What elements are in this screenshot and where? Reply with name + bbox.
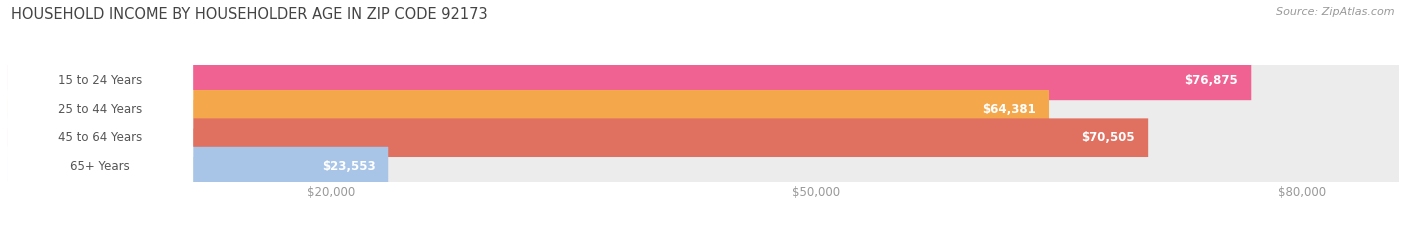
FancyBboxPatch shape [7,118,1149,157]
Text: 15 to 24 Years: 15 to 24 Years [58,74,142,87]
FancyBboxPatch shape [7,62,193,100]
FancyBboxPatch shape [7,147,193,185]
Text: $76,875: $76,875 [1185,74,1239,87]
FancyBboxPatch shape [7,90,1049,129]
Text: $64,381: $64,381 [983,103,1036,116]
FancyBboxPatch shape [7,147,1399,185]
FancyBboxPatch shape [7,90,193,129]
FancyBboxPatch shape [7,147,388,185]
FancyBboxPatch shape [7,62,1251,100]
Text: 25 to 44 Years: 25 to 44 Years [58,103,142,116]
Text: 45 to 64 Years: 45 to 64 Years [58,131,142,144]
Text: HOUSEHOLD INCOME BY HOUSEHOLDER AGE IN ZIP CODE 92173: HOUSEHOLD INCOME BY HOUSEHOLDER AGE IN Z… [11,7,488,22]
FancyBboxPatch shape [7,62,1399,100]
FancyBboxPatch shape [7,90,1399,129]
Text: Source: ZipAtlas.com: Source: ZipAtlas.com [1277,7,1395,17]
FancyBboxPatch shape [7,118,193,157]
Text: 65+ Years: 65+ Years [70,160,129,173]
FancyBboxPatch shape [7,118,1399,157]
Text: $70,505: $70,505 [1081,131,1135,144]
Text: $23,553: $23,553 [322,160,375,173]
